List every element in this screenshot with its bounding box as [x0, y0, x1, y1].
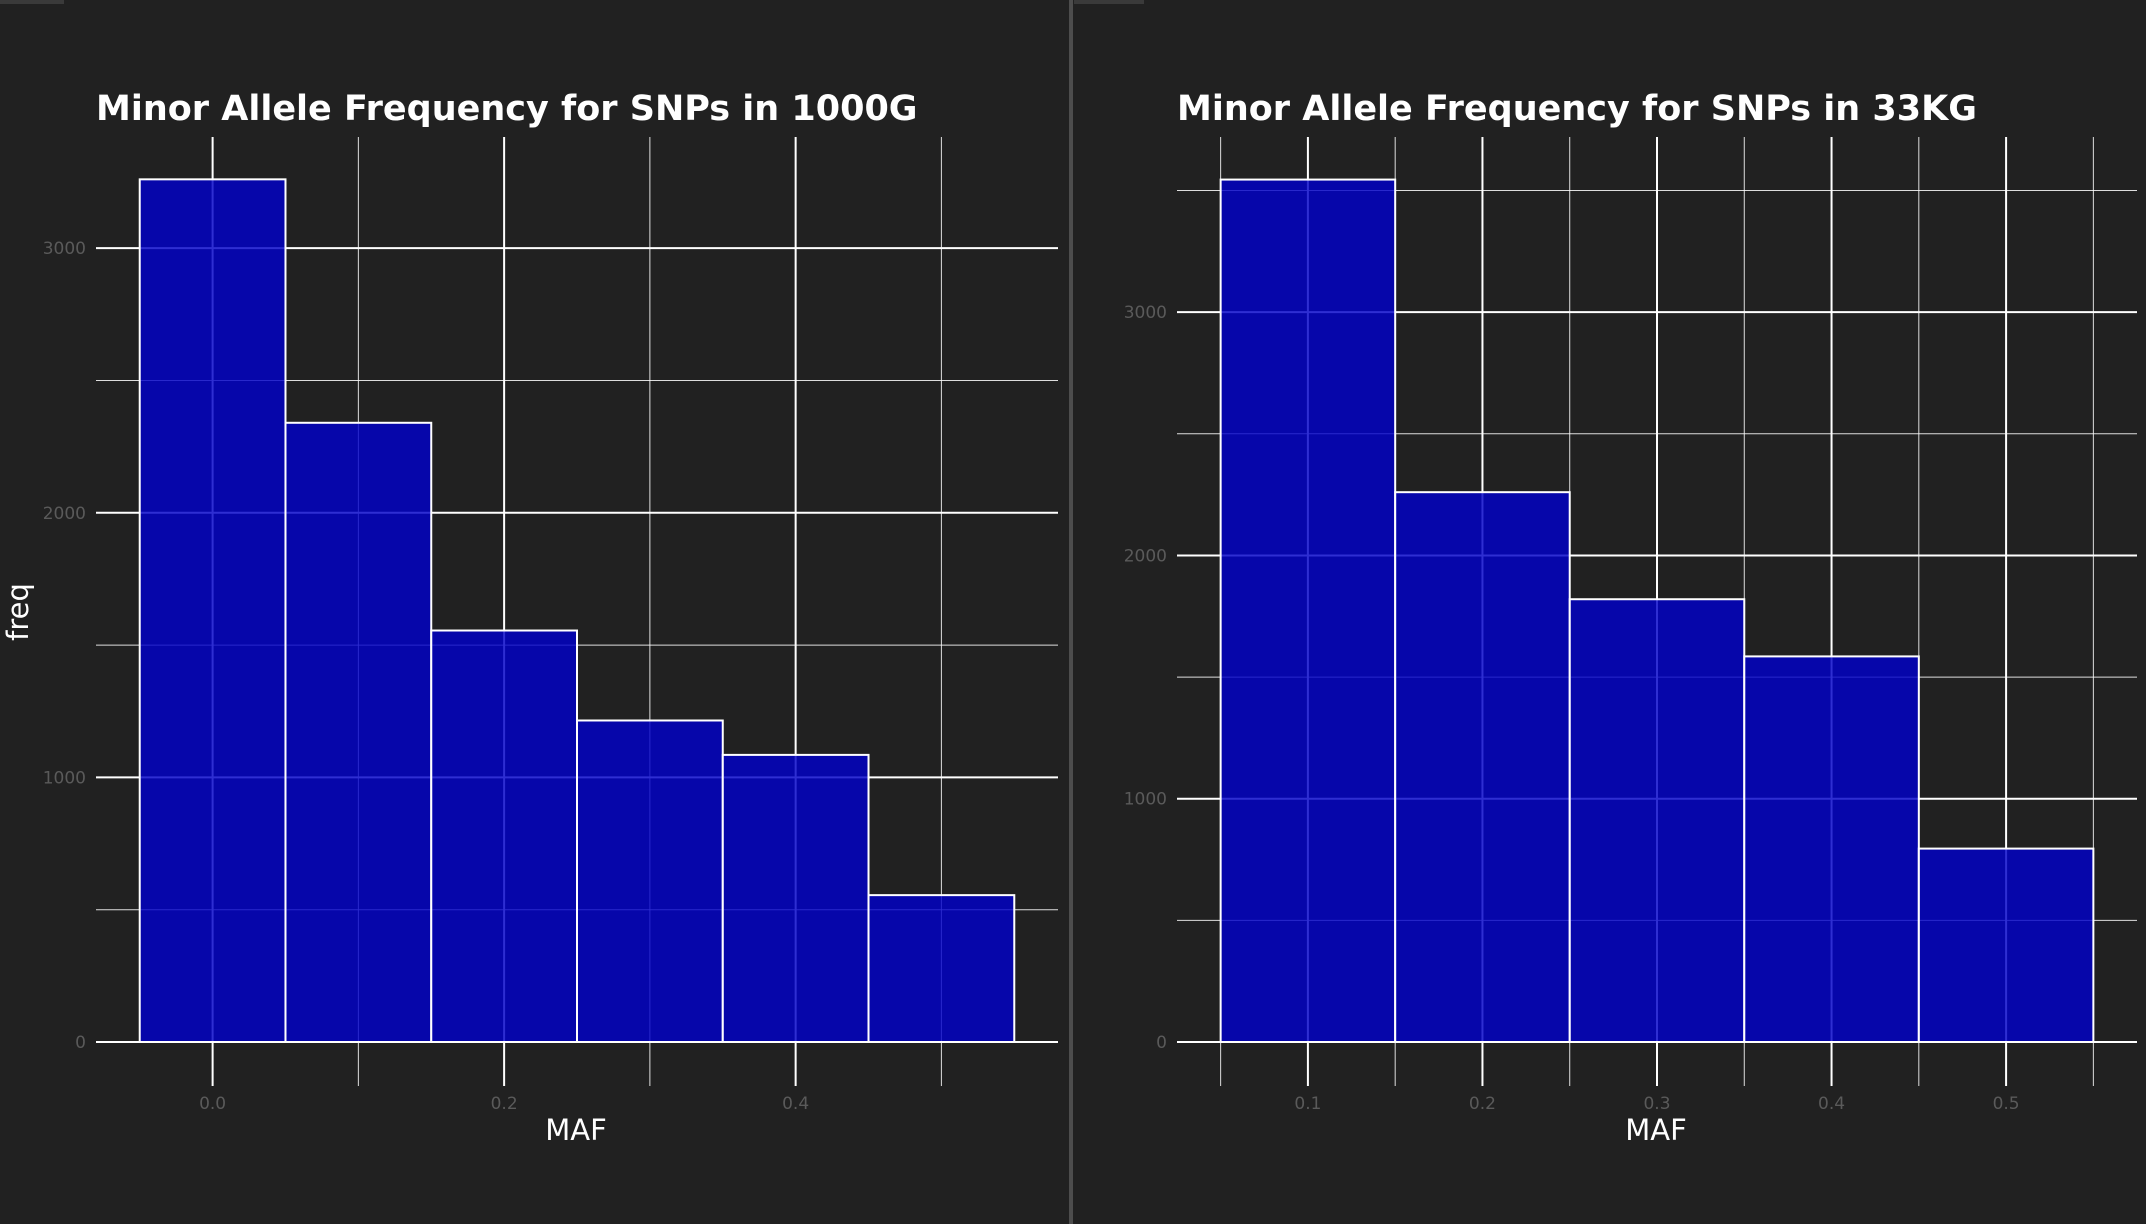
panel-divider[interactable] [1069, 0, 1073, 1224]
chart-33kg-svg: 0 1000 2000 3000 0.1 0.2 0.3 0.4 0.5 Minor Allele… [1124, 89, 2137, 1147]
x-tick-label: 0.1 [1294, 1094, 1321, 1114]
bars-33kg [1219, 178, 2095, 1044]
histogram-bar [138, 178, 287, 1044]
y-tick-label: 0 [75, 1033, 86, 1053]
x-tick-label: 0.3 [1643, 1094, 1670, 1114]
chart-title-33kg: Minor Allele Frequency for SNPs in 33KG [1177, 89, 1977, 129]
tick-labels-1000g: 0 1000 2000 3000 0.0 0.2 0.4 [43, 239, 809, 1114]
histogram-bar [1394, 491, 1571, 1043]
x-axis-title-1000g: MAF [545, 1113, 607, 1147]
y-tick-label: 2000 [1124, 546, 1167, 566]
x-axis-title-33kg: MAF [1625, 1113, 1687, 1147]
chart-panel-33kg: 0 1000 2000 3000 0.1 0.2 0.3 0.4 0.5 Minor Allele… [1072, 0, 2146, 1224]
histogram-bar [430, 629, 578, 1043]
y-tick-label: 1000 [1124, 790, 1167, 810]
y-tick-label: 3000 [1124, 303, 1167, 323]
histogram-bar [1743, 655, 1920, 1043]
histogram-bar [1219, 178, 1397, 1044]
y-axis-title-1000g: freq [1, 583, 35, 641]
histogram-bar [576, 719, 724, 1043]
tick-labels-33kg: 0 1000 2000 3000 0.1 0.2 0.3 0.4 0.5 [1124, 303, 2020, 1114]
x-tick-label: 0.2 [1469, 1094, 1496, 1114]
chart-panel-1000g: 0 1000 2000 3000 0.0 0.2 0.4 Minor Allele Frequ… [0, 0, 1070, 1224]
chart-1000g-svg: 0 1000 2000 3000 0.0 0.2 0.4 Minor Allele Frequ… [1, 89, 1058, 1147]
right-tab-stub [1074, 0, 1144, 4]
y-tick-label: 1000 [43, 768, 86, 788]
y-tick-label: 2000 [43, 504, 86, 524]
x-tick-label: 0.4 [1818, 1094, 1845, 1114]
x-tick-label: 0.5 [1993, 1094, 2020, 1114]
y-tick-label: 3000 [43, 239, 86, 259]
histogram-bar [867, 894, 1016, 1044]
histogram-bar [284, 421, 433, 1043]
histogram-bar [1568, 598, 1746, 1044]
histogram-bar [1917, 847, 2095, 1043]
chart-title-1000g: Minor Allele Frequency for SNPs in 1000G [96, 89, 918, 129]
x-tick-label: 0.4 [782, 1094, 809, 1114]
x-tick-label: 0.0 [199, 1094, 226, 1114]
x-tick-label: 0.2 [491, 1094, 518, 1114]
histogram-bar [721, 753, 870, 1044]
bars-1000g [138, 178, 1016, 1044]
y-tick-label: 0 [1156, 1033, 1167, 1053]
left-tab-stub [0, 0, 64, 4]
